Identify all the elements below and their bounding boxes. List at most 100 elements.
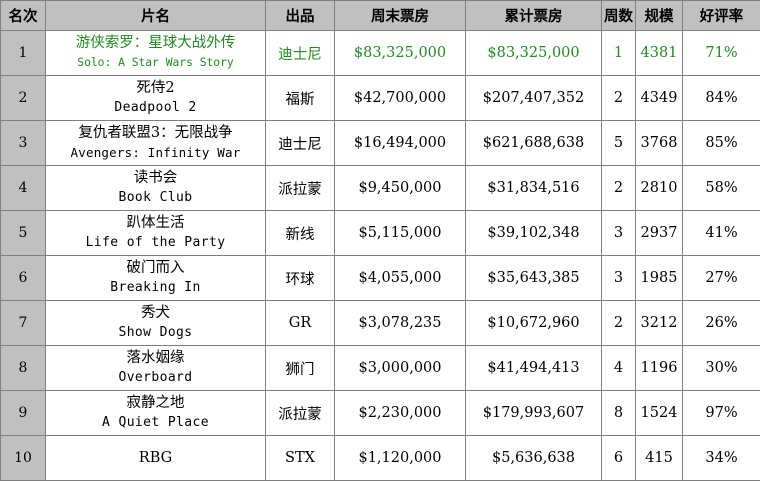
weeks-cell: 2 [602, 76, 636, 121]
title-chinese: 破门而入 [46, 259, 265, 278]
weeks-cell: 5 [602, 121, 636, 166]
title-english: Solo: A Star Wars Story [46, 53, 265, 72]
studio-cell: 迪士尼 [266, 121, 335, 166]
weeks-cell: 6 [602, 436, 636, 481]
rating-cell: 85% [683, 121, 760, 166]
rating-cell: 27% [683, 256, 760, 301]
weeks-cell: 8 [602, 391, 636, 436]
theaters-cell: 2810 [636, 166, 683, 211]
weeks-cell: 1 [602, 31, 636, 76]
column-header-rank: 名次 [1, 1, 46, 31]
rating-cell: 34% [683, 436, 760, 481]
title-english: Life of the Party [46, 233, 265, 252]
weeks-cell: 3 [602, 211, 636, 256]
weeks-cell: 4 [602, 346, 636, 391]
title-chinese: 趴体生活 [46, 214, 265, 233]
studio-cell: STX [266, 436, 335, 481]
total-gross-cell: $41,494,413 [466, 346, 602, 391]
rank-cell: 6 [1, 256, 46, 301]
rating-cell: 30% [683, 346, 760, 391]
rating-cell: 84% [683, 76, 760, 121]
rating-cell: 58% [683, 166, 760, 211]
rank-cell: 5 [1, 211, 46, 256]
weekend-gross-cell: $2,230,000 [335, 391, 466, 436]
theaters-cell: 1196 [636, 346, 683, 391]
total-gross-cell: $35,643,385 [466, 256, 602, 301]
rank-cell: 4 [1, 166, 46, 211]
rating-cell: 71% [683, 31, 760, 76]
header-row: 名次 片名 出品 周末票房 累计票房 周数 规模 好评率 [1, 1, 760, 31]
theaters-cell: 4381 [636, 31, 683, 76]
theaters-cell: 2937 [636, 211, 683, 256]
studio-cell: 新线 [266, 211, 335, 256]
title-english: Overboard [46, 368, 265, 387]
weekend-gross-cell: $83,325,000 [335, 31, 466, 76]
weekend-gross-cell: $9,450,000 [335, 166, 466, 211]
rating-cell: 41% [683, 211, 760, 256]
title-chinese: 复仇者联盟3：无限战争 [46, 124, 265, 143]
column-header-weeks: 周数 [602, 1, 636, 31]
title-chinese: 读书会 [46, 169, 265, 188]
theaters-cell: 1524 [636, 391, 683, 436]
theaters-cell: 1985 [636, 256, 683, 301]
title-chinese: 游侠索罗：星球大战外传 [46, 34, 265, 53]
title-english: Show Dogs [46, 323, 265, 342]
title-english: A Quiet Place [46, 413, 265, 432]
weeks-cell: 3 [602, 256, 636, 301]
rank-cell: 7 [1, 301, 46, 346]
weeks-cell: 2 [602, 301, 636, 346]
total-gross-cell: $31,834,516 [466, 166, 602, 211]
total-gross-cell: $10,672,960 [466, 301, 602, 346]
weeks-cell: 2 [602, 166, 636, 211]
theaters-cell: 3212 [636, 301, 683, 346]
weekend-gross-cell: $4,055,000 [335, 256, 466, 301]
title-chinese: 秀犬 [46, 304, 265, 323]
column-header-theaters: 规模 [636, 1, 683, 31]
studio-cell: 派拉蒙 [266, 166, 335, 211]
total-gross-cell: $39,102,348 [466, 211, 602, 256]
title-english: Deadpool 2 [46, 98, 265, 117]
total-gross-cell: $207,407,352 [466, 76, 602, 121]
rank-cell: 3 [1, 121, 46, 166]
studio-cell: 迪士尼 [266, 31, 335, 76]
rank-cell: 1 [1, 31, 46, 76]
weekend-gross-cell: $3,000,000 [335, 346, 466, 391]
rank-cell: 9 [1, 391, 46, 436]
rank-cell: 2 [1, 76, 46, 121]
column-header-studio: 出品 [266, 1, 335, 31]
column-header-title: 片名 [46, 1, 266, 31]
theaters-cell: 3768 [636, 121, 683, 166]
rank-cell: 10 [1, 436, 46, 481]
title-chinese: 死侍2 [46, 79, 265, 98]
title-cell: RBG [46, 436, 266, 481]
column-header-total-gross: 累计票房 [466, 1, 602, 31]
total-gross-cell: $621,688,638 [466, 121, 602, 166]
studio-cell: 派拉蒙 [266, 391, 335, 436]
total-gross-cell: $83,325,000 [466, 31, 602, 76]
theaters-cell: 4349 [636, 76, 683, 121]
rating-cell: 97% [683, 391, 760, 436]
title-chinese: RBG [46, 449, 265, 468]
weekend-gross-cell: $42,700,000 [335, 76, 466, 121]
studio-cell: 狮门 [266, 346, 335, 391]
column-header-rating: 好评率 [683, 1, 760, 31]
title-english: Breaking In [46, 278, 265, 297]
weekend-gross-cell: $1,120,000 [335, 436, 466, 481]
